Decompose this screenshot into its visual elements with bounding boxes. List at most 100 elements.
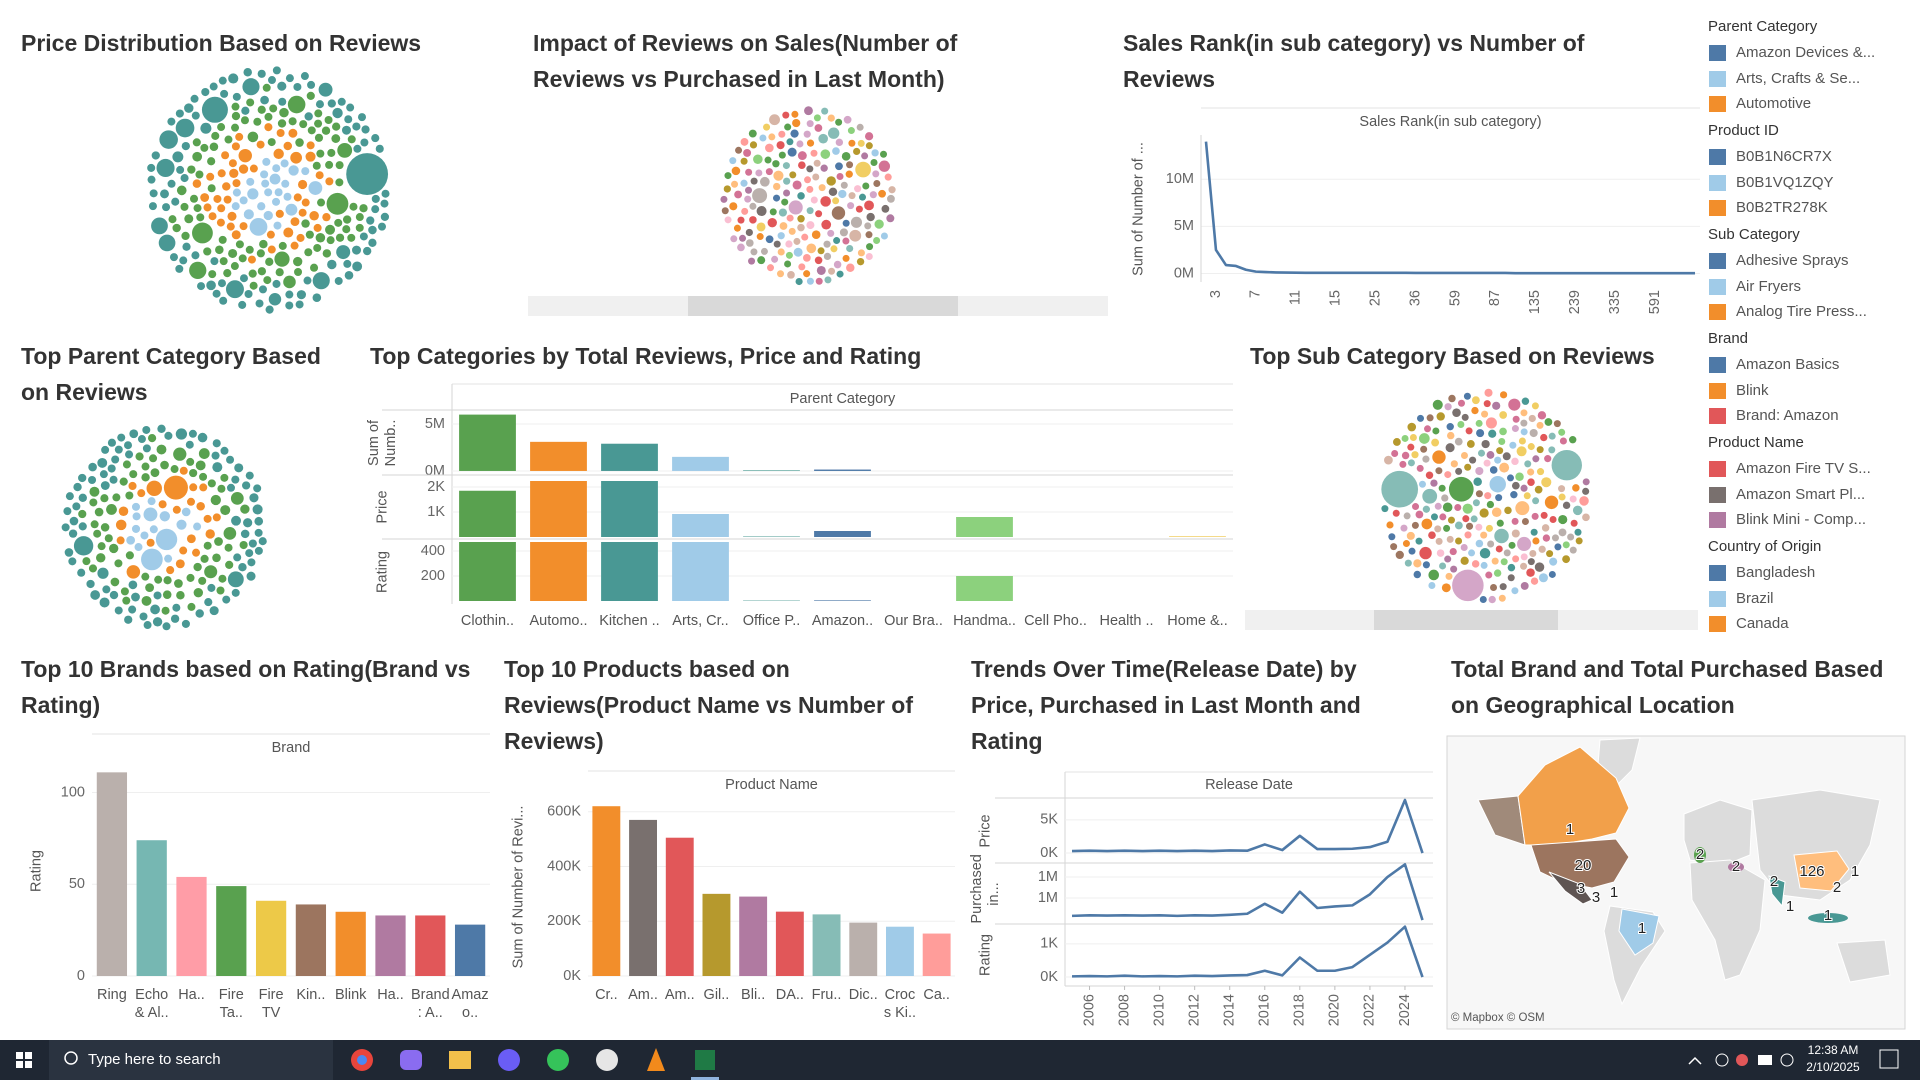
app-icon[interactable] [498, 1049, 520, 1071]
bubble [797, 151, 807, 161]
bubble [856, 123, 864, 131]
bubble [224, 135, 233, 144]
bubble [111, 455, 120, 464]
app-icon[interactable] [647, 1048, 665, 1071]
bubble [168, 215, 177, 224]
bubble [147, 497, 156, 506]
tray-icon[interactable] [1736, 1054, 1748, 1066]
active-indicator [691, 1077, 719, 1080]
bubble [305, 230, 314, 239]
tray-icon[interactable] [1758, 1055, 1772, 1065]
clock-date[interactable]: 2/10/2025 [1806, 1060, 1860, 1074]
map-label: 20 [1575, 857, 1592, 874]
bubble [366, 216, 375, 225]
bubble [880, 150, 888, 158]
bubble [1495, 545, 1503, 553]
bubble [313, 223, 322, 232]
bubble [1574, 528, 1582, 536]
bubble [784, 123, 792, 131]
bubble [866, 212, 875, 222]
bubble [764, 156, 772, 164]
bubble [213, 194, 222, 203]
bubble [141, 462, 150, 471]
bubble [260, 170, 269, 179]
bubble [749, 141, 758, 149]
bubble [243, 68, 252, 77]
scrollbar-thumb[interactable] [688, 296, 958, 316]
bubble [788, 200, 803, 215]
y-tick-label: 1K [1040, 936, 1058, 952]
bubble [1434, 502, 1442, 510]
tray-arrow[interactable] [1688, 1056, 1702, 1065]
bubble [782, 162, 790, 170]
bubble [207, 583, 216, 592]
bubble [268, 293, 282, 306]
tray-icon[interactable] [1780, 1053, 1794, 1067]
scrollbar-thumb[interactable] [1374, 610, 1558, 630]
bubble [175, 118, 195, 138]
bubble [1500, 391, 1508, 399]
bubble [760, 247, 768, 255]
bubble [100, 494, 109, 503]
bubble [160, 460, 169, 470]
app-icon[interactable] [449, 1051, 471, 1069]
bubble [1548, 570, 1556, 578]
bubble [297, 179, 308, 190]
bubble [375, 144, 384, 153]
bubble [1445, 572, 1453, 580]
bubble [1510, 490, 1518, 499]
bubble [248, 539, 257, 548]
bubble [238, 562, 247, 572]
bubble [1403, 512, 1411, 520]
bubble [795, 277, 803, 286]
y-tick-label: 2K [427, 479, 445, 495]
bubble [1395, 550, 1404, 560]
bubble [181, 619, 190, 628]
bubble [217, 169, 226, 178]
bubble [1493, 569, 1502, 577]
bubble [1455, 537, 1463, 545]
bubble [261, 179, 270, 188]
tray-icon[interactable] [1715, 1053, 1729, 1067]
y-tick-label: 600K [547, 804, 581, 820]
app-icon[interactable] [547, 1049, 569, 1071]
line [1071, 863, 1424, 921]
bubble [1430, 479, 1438, 487]
notification-icon[interactable] [1879, 1049, 1899, 1069]
search-box[interactable] [49, 1040, 333, 1080]
bubble [249, 164, 258, 173]
bubble [252, 504, 263, 515]
bubble [288, 165, 299, 176]
x-tick-label: 25 [1367, 290, 1383, 306]
bubble [170, 465, 179, 474]
bubble [197, 282, 206, 291]
bubble [796, 140, 804, 148]
app-icon[interactable] [400, 1050, 422, 1070]
bubble [195, 609, 204, 618]
bubble [768, 133, 776, 141]
bubble [148, 202, 157, 211]
bubble [845, 170, 853, 178]
bubble [1435, 467, 1443, 475]
app-icon[interactable] [695, 1050, 715, 1070]
land [1836, 939, 1891, 983]
bubble [1408, 547, 1416, 555]
clock-time[interactable]: 12:38 AM [1808, 1043, 1859, 1057]
bubble [313, 243, 322, 252]
bubble [78, 509, 87, 519]
app-icon[interactable] [596, 1049, 618, 1071]
bubble [337, 142, 353, 158]
bubble [264, 188, 273, 197]
bubble [1430, 513, 1438, 521]
bubble [97, 457, 108, 468]
bubble [743, 148, 752, 157]
bubble [1448, 394, 1456, 403]
search-placeholder[interactable]: Type here to search [88, 1051, 221, 1068]
bubble [90, 520, 99, 529]
bubble [218, 235, 227, 244]
bubble [180, 202, 189, 211]
start-button[interactable] [16, 1052, 32, 1068]
bubble [1391, 449, 1399, 457]
bubble [203, 247, 212, 256]
